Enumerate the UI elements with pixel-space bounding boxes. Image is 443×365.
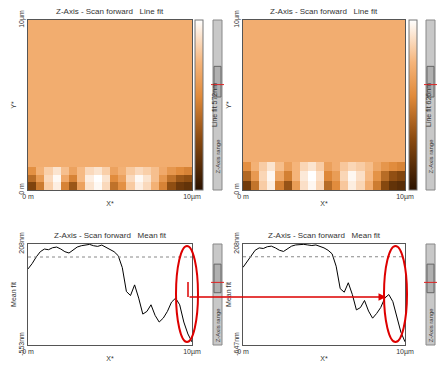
svg-text:0 m: 0 m (22, 193, 34, 200)
svg-text:10µm: 10µm (233, 10, 241, 28)
svg-text:208nm: 208nm (233, 232, 240, 254)
svg-text:Z-Axis - Scan forward Mean f: Z-Axis - Scan forward Mean fit (268, 231, 381, 240)
svg-text:10µm: 10µm (396, 193, 414, 201)
svg-text:10µm: 10µm (18, 10, 26, 28)
svg-text:Z-Axis range: Z-Axis range (215, 139, 221, 174)
svg-text:Z-Axis - Scan forward Line f: Z-Axis - Scan forward Line fit (270, 7, 378, 16)
svg-text:X*: X* (320, 200, 328, 207)
svg-text:Mean fit: Mean fit (10, 282, 17, 307)
svg-text:Y*: Y* (225, 101, 232, 109)
svg-text:208nm: 208nm (18, 232, 25, 254)
svg-text:10µm: 10µm (396, 348, 414, 356)
svg-text:0 m: 0 m (233, 183, 240, 195)
svg-text:Line fit 572nm: Line fit 572nm (211, 83, 218, 127)
svg-text:0 m: 0 m (18, 183, 25, 195)
svg-text:10µm: 10µm (183, 193, 201, 201)
svg-text:Line fit 626nm: Line fit 626nm (425, 83, 432, 127)
svg-text:Mean fit: Mean fit (225, 282, 232, 307)
svg-text:Z-Axis range: Z-Axis range (215, 308, 221, 343)
svg-text:-647nm: -647nm (233, 332, 240, 356)
svg-text:Z-Axis range: Z-Axis range (428, 139, 434, 174)
svg-text:Z-Axis range: Z-Axis range (428, 308, 434, 343)
svg-text:0 m: 0 m (237, 348, 249, 355)
svg-text:Z-Axis - Scan forward Line f: Z-Axis - Scan forward Line fit (56, 7, 164, 16)
svg-text:-553nm: -553nm (18, 332, 25, 356)
svg-text:0 m: 0 m (237, 193, 249, 200)
svg-text:Y*: Y* (10, 101, 17, 109)
svg-text:X*: X* (106, 200, 114, 207)
svg-text:X*: X* (320, 355, 328, 362)
svg-text:0 m: 0 m (22, 348, 34, 355)
svg-text:10µm: 10µm (183, 348, 201, 356)
svg-text:X*: X* (106, 355, 114, 362)
svg-text:Z-Axis - Scan forward Mean f: Z-Axis - Scan forward Mean fit (54, 231, 167, 240)
